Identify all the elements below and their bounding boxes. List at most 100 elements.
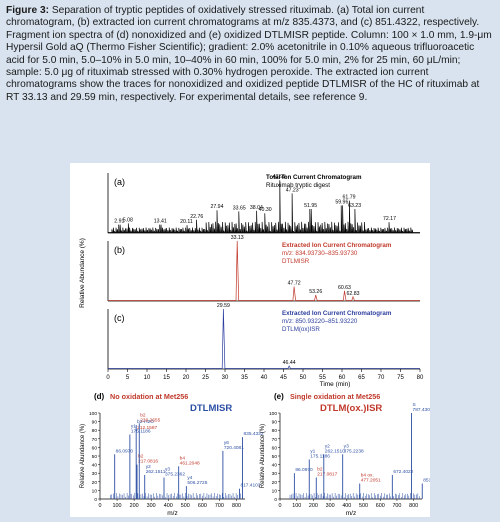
peak-label-a-2: 13.41	[154, 219, 167, 225]
spectrum-e-peak-label-5: 477.2051	[361, 478, 381, 484]
peak-label-a-8: 40.30	[259, 207, 272, 213]
time-axis-label: Time (min)	[320, 381, 351, 388]
chromatogram-b-annotation: Extracted Ion Current Chromatogram	[282, 242, 392, 249]
spectrum-d-peak-label-8: 506.2725	[187, 480, 207, 486]
spectrum-e-ytick-label-1: 10	[272, 488, 278, 494]
peak-label-a-15: 72.17	[383, 216, 396, 222]
spectrum-e-peak-label-4: 375.2238	[344, 448, 364, 454]
spectrum-d-ytick-label-4: 40	[92, 463, 98, 469]
spectrum-d-extra-label-2: 212.1587	[137, 425, 157, 431]
spectrum-d-ylabel: Relative Abundance (%)	[80, 424, 86, 488]
peak-label-c-1: 46.44	[283, 360, 296, 366]
chromatogram-b-annotation: DTLMISR	[282, 258, 310, 265]
time-tick-label-9: 45	[280, 375, 287, 381]
chromatogram-b-trace	[108, 240, 420, 301]
chromatogram-c-annotation: Extracted Ion Current Chromatogram	[282, 310, 392, 317]
peak-label-b-1: 47.72	[288, 281, 301, 287]
spectrum-d-peak-label-9: 720.4081	[224, 445, 244, 451]
peak-label-b-3: 60.63	[338, 285, 351, 291]
peak-label-a-12: 59.96	[335, 199, 348, 205]
time-tick-label-5: 25	[202, 375, 209, 381]
peak-label-a-13: 61.79	[342, 195, 355, 201]
spectrum-d-peak-label-11: 835.4332	[244, 431, 264, 437]
spectrum-d-xtick-label-4: 400	[164, 503, 173, 509]
spectrum-e-xtick-label-6: 600	[376, 503, 385, 509]
spectrum-e-peak-label-6: 672.4022	[393, 469, 413, 475]
spectrum-d-ion-label-3: b2	[138, 454, 144, 460]
peak-label-b-2: 53.26	[309, 289, 322, 295]
spectrum-e-ytick-label-7: 70	[272, 437, 278, 443]
chromatogram-b-annotation: m/z: 834.93730–835.93730	[282, 250, 358, 257]
chromatogram-y-axis-label: Relative Abundance (%)	[79, 238, 86, 308]
spectrum-e-ion-label-5: b4 ox.	[361, 473, 374, 479]
spectrum-e-xlabel: m/z	[346, 510, 356, 517]
spectrum-d-xlabel: m/z	[167, 510, 177, 517]
time-tick-label-6: 30	[222, 375, 229, 381]
spectrum-e-peak-label-2: 217.0817	[317, 472, 337, 478]
peak-label-b-4: 62.83	[347, 291, 360, 297]
spectrum-d-peak-label-2: b2-H2O	[137, 419, 154, 425]
time-tick-label-3: 15	[163, 375, 170, 381]
spectrum-d-ion-label-8: y4	[187, 475, 192, 481]
spectrum-d-ytick-label-1: 10	[92, 488, 98, 494]
spectrum-d-ytick-label-0: 0	[94, 497, 97, 503]
spectrum-e-xtick-label-2: 200	[309, 503, 318, 509]
time-tick-label-11: 55	[319, 375, 326, 381]
time-tick-label-1: 5	[126, 375, 130, 381]
peak-label-c-0: 29.59	[217, 303, 230, 309]
spectrum-d-xtick-label-3: 300	[147, 503, 156, 509]
spectrum-e-peak-label-8: 851.4233	[423, 478, 430, 484]
spectrum-d-ion-label-9: y6	[224, 440, 229, 446]
spectrum-d-peak-label-1: 175.1186	[131, 429, 151, 435]
time-tick-label-7: 35	[241, 375, 248, 381]
spectrum-title-d: No oxidation at Met256	[110, 392, 188, 401]
spectrum-e-ytick-label-4: 40	[272, 463, 278, 469]
spectrum-d-peak-label-5: 262.1511	[146, 469, 166, 475]
peak-label-a-4: 22.76	[190, 214, 203, 220]
peak-label-a-1: 5.08	[123, 217, 133, 223]
time-tick-label-12: 60	[339, 375, 346, 381]
spectrum-e-peak-label-7: 787.4301	[413, 407, 430, 413]
peptide-name-e: DTLM(ox.)ISR	[320, 403, 382, 414]
spectrum-d-ytick-label-3: 30	[92, 471, 98, 477]
spectrum-d-peak-label-7: 461.2048	[180, 460, 200, 466]
spectrum-d-peak-label-0: 86.0970	[116, 448, 134, 454]
time-tick-label-14: 70	[378, 375, 385, 381]
time-tick-label-4: 20	[183, 375, 190, 381]
peak-label-b-0: 33.13	[231, 235, 244, 241]
spectrum-e-xtick-label-5: 500	[359, 503, 368, 509]
peak-label-a-9: 43.95	[273, 174, 286, 180]
spectrum-e-peak-label-3: 262.1510	[325, 448, 345, 454]
spectrum-e-ion-label-3: y2	[325, 443, 330, 449]
chromatogram-c-annotation: DTLM(ox)ISR	[282, 326, 320, 333]
figure-area: (a) Total Ion Current Chromatogram Rituxim…	[70, 163, 430, 517]
spectrum-d-ion-label-5: y2	[146, 464, 151, 470]
spectrum-d-xtick-label-0: 0	[99, 503, 102, 509]
figure-label: Figure 3:	[6, 5, 50, 16]
spectrum-e-ytick-label-6: 60	[272, 445, 278, 451]
time-tick-label-2: 10	[144, 375, 151, 381]
panel-label-e: (e)	[274, 392, 284, 401]
chromatogram-c-annotation: m/z: 850.93220–851.93220	[282, 318, 358, 325]
spectrum-e-ytick-label-3: 30	[272, 471, 278, 477]
spectrum-d-peak-label-3: 217.0816	[138, 459, 158, 465]
panel-label-b: (b)	[114, 245, 125, 255]
spectrum-d-ion-label-6: y3	[165, 467, 170, 473]
time-tick-label-15: 75	[397, 375, 404, 381]
peak-label-a-3: 20.11	[180, 219, 193, 225]
spectrum-e-xtick-label-7: 700	[392, 503, 401, 509]
panel-label-a: (a)	[114, 177, 125, 187]
peak-label-a-14: 63.23	[348, 203, 361, 209]
spectrum-e-ion-label-2: b2	[317, 467, 323, 473]
spectrum-e-ytick-label-9: 90	[272, 420, 278, 426]
spectrum-d-xtick-label-2: 200	[130, 503, 139, 509]
spectrum-e-xtick-label-1: 100	[292, 503, 301, 509]
chromatogram-a-annotation: Total Ion Current Chromatogram	[266, 174, 362, 181]
figure-caption: Figure 3: Separation of tryptic peptides…	[6, 5, 494, 104]
spectrum-e-ytick-label-0: 0	[274, 497, 277, 503]
chromatogram-and-spectra-svg: (a) Total Ion Current ChromatogramRituxim…	[79, 173, 430, 517]
peptide-name-d: DTLMISR	[190, 403, 232, 414]
spectrum-d-ytick-label-2: 20	[92, 480, 98, 486]
spectrum-d-ion-label-7: b4	[180, 455, 186, 461]
spectrum-e-ytick-label-10: 100	[269, 411, 277, 417]
